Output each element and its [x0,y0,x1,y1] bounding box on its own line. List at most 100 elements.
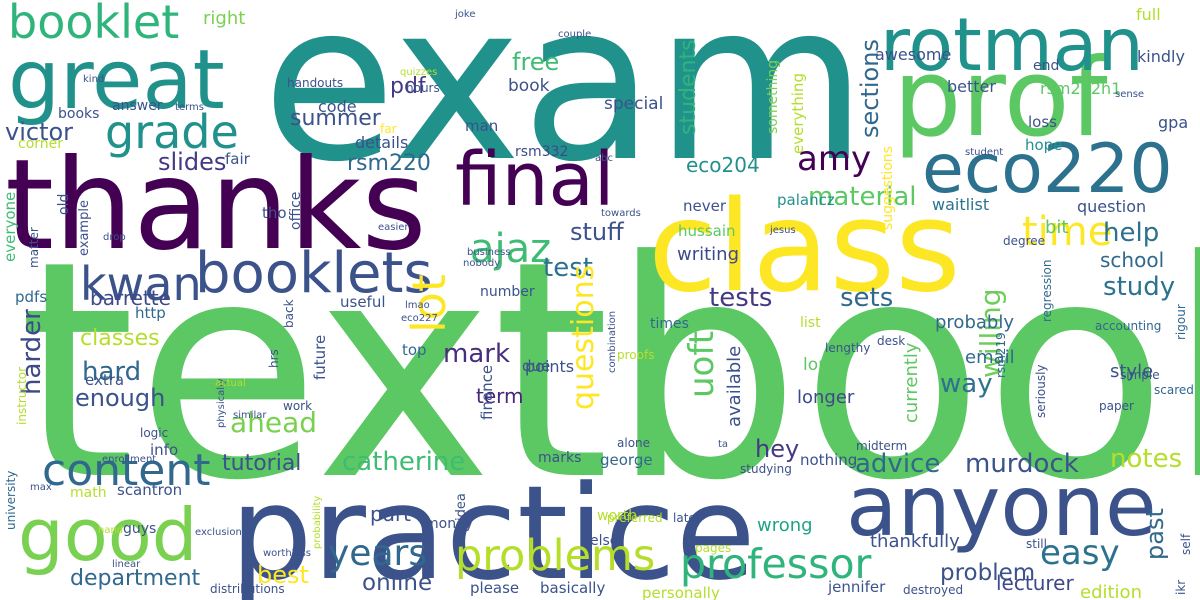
cloud-word-accounting: accounting [1095,319,1161,333]
cloud-word-nothing: nothing [800,451,857,469]
cloud-word-student: student [965,147,1003,158]
cloud-word-extra: extra [85,371,124,389]
cloud-word-pdf: pdf [390,74,427,99]
cloud-word-suggestions: suggestions [880,146,896,230]
cloud-word-matter: matter [27,227,41,268]
cloud-word-linear: linear [112,559,141,570]
cloud-word-future: future [311,335,329,380]
cloud-word-finance: finance [478,365,496,420]
cloud-word-easier: easier [378,222,409,233]
cloud-word-personally: personally [642,584,720,600]
cloud-word-quizzes: quizzes [400,67,437,78]
cloud-word-george: george [600,451,653,469]
cloud-word-problems: problems [455,531,655,581]
cloud-word-enough: enough [75,384,165,412]
cloud-word-summer: summer [290,106,382,131]
cloud-word-lengthy: lengthy [825,341,870,355]
cloud-word-studying: studying [740,462,792,476]
cloud-word-everything: everything [789,73,807,154]
cloud-word-list: list [800,315,821,331]
cloud-word-free: free [512,48,559,76]
cloud-word-tho: tho [262,204,287,222]
cloud-word-lecturer: lecturer [996,571,1074,595]
cloud-word-term: term [476,384,524,408]
cloud-word-joke: joke [454,9,475,20]
cloud-word-tutorial: tutorial [222,451,301,476]
cloud-word-special: special [604,94,663,114]
cloud-word-similar: similar [233,410,267,421]
cloud-word-writing: writing [677,244,739,265]
cloud-word-far: far [380,122,397,136]
cloud-word-alone: alone [617,436,650,450]
cloud-word-material: material [808,182,917,212]
cloud-word-points: points [525,357,574,376]
cloud-word-thanks: thanks [5,133,427,278]
cloud-word-handouts: handouts [287,76,343,90]
cloud-word-right: right [203,8,245,29]
cloud-word-anyone: anyone [846,457,1157,555]
cloud-word-eco227: eco227 [401,313,438,324]
cloud-word-better: better [947,77,996,96]
cloud-word-book: book [508,76,550,96]
cloud-word-actual: actual [215,378,246,389]
cloud-word-work: work [283,399,312,413]
cloud-word-man: man [465,117,498,135]
cloud-word-corner: corner [18,136,63,152]
cloud-word-sections: sections [856,39,884,138]
cloud-word-stuff: stuff [570,218,624,246]
cloud-word-guys: guys [123,521,156,537]
cloud-word-abc: abc [595,153,613,164]
cloud-word-hard: hard [82,357,141,387]
cloud-word-longer: longer [797,387,855,408]
cloud-word-distributions: distributions [210,582,285,596]
cloud-word-booklet: booklet [8,0,179,49]
cloud-word-awesome: awesome [875,45,951,64]
cloud-word-please: please [470,579,519,597]
cloud-word-waitlist: waitlist [932,195,989,214]
cloud-word-everyone: everyone [1,192,19,262]
cloud-word-thankfully: thankfully [870,531,960,552]
cloud-word-mark: mark [443,339,510,369]
cloud-word-useful: useful [340,293,386,311]
cloud-word-full: full [1136,5,1161,24]
cloud-word-loss: loss [1028,113,1057,131]
cloud-word-details: details [355,133,408,152]
cloud-word-lmao: lmao [405,300,430,311]
cloud-word-hussain: hussain [678,222,736,240]
cloud-word-max: max [30,482,52,493]
cloud-word-drop: drop [103,232,126,243]
cloud-word-easy: easy [1040,533,1120,573]
cloud-word-books: books [58,106,99,122]
cloud-word-simple: simple [1120,368,1160,382]
cloud-word-preferred: preferred [607,511,663,525]
cloud-word-answer: answer [112,98,163,114]
cloud-word-office: office [288,192,304,230]
cloud-word-http: http [135,304,166,322]
cloud-word-final: final [455,137,614,223]
cloud-word-lot: lot [402,274,456,333]
cloud-word-couple: couple [558,29,591,40]
cloud-word-number: number [480,284,535,300]
cloud-word-ikr: ikr [1174,580,1188,595]
cloud-word-info: info [150,441,178,459]
cloud-word-grade: grade [105,105,239,159]
cloud-word-tests: tests [709,283,772,313]
cloud-word-physically: physically [216,378,227,428]
cloud-word-long: long [803,355,840,375]
cloud-word-top: top [402,341,427,359]
cloud-word-notes: notes [1110,444,1182,474]
cloud-word-class: class [648,173,961,320]
cloud-word-style: style [1110,361,1153,382]
cloud-word-hey: hey [755,435,799,463]
cloud-word-paper: paper [1099,399,1134,413]
cloud-word-desk: desk [877,334,905,348]
cloud-word-bit: bit [1045,217,1068,238]
cloud-word-good: good [18,493,198,577]
cloud-word-math: math [70,485,107,501]
cloud-word-prof: prof [893,36,1111,161]
cloud-word-part: part [370,502,411,526]
cloud-word-instructor: instructor [15,367,29,425]
cloud-word-fair: fair [225,150,251,168]
